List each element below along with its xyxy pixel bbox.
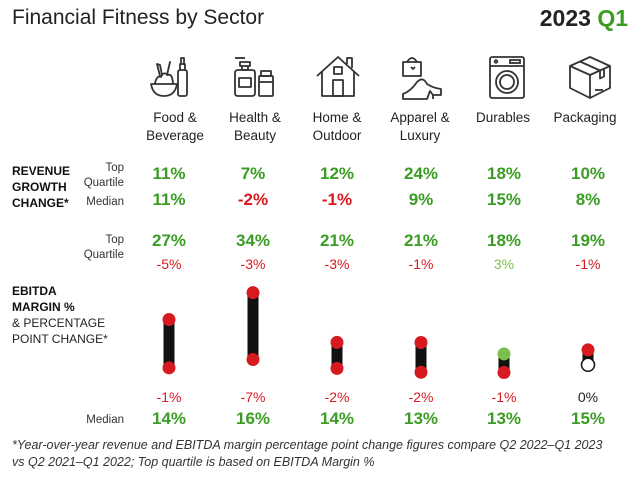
sector-name: Food & Beverage bbox=[146, 110, 204, 143]
value-cell: -2% bbox=[237, 190, 269, 209]
ebitda-margin-label: EBITDA MARGIN % bbox=[12, 284, 75, 314]
value-cell: 18% bbox=[486, 231, 522, 250]
value-cell: 12% bbox=[319, 164, 355, 183]
value-cell: 15% bbox=[486, 190, 522, 209]
value-cell: 34% bbox=[235, 231, 271, 250]
packaging-icon bbox=[569, 56, 611, 99]
value-cell: 14% bbox=[151, 409, 187, 428]
change-cell: -3% bbox=[324, 256, 350, 272]
dumbbell-top-dot bbox=[246, 286, 260, 300]
median-label: Median bbox=[86, 414, 124, 426]
sector-name: Apparel & Luxury bbox=[390, 110, 450, 143]
period-label: 2023 Q1 bbox=[540, 5, 628, 32]
dumbbell-median-dot bbox=[580, 357, 596, 373]
median-label: Median bbox=[86, 196, 124, 208]
sector-name: Durables bbox=[475, 110, 531, 125]
value-cell: 14% bbox=[319, 409, 355, 428]
dumbbell-median-dot bbox=[330, 361, 344, 375]
dumbbell-top-dot bbox=[581, 343, 595, 357]
change-cell: -2% bbox=[408, 389, 434, 405]
food-beverage-icon bbox=[150, 57, 188, 97]
value-cell: 13% bbox=[403, 409, 439, 428]
change-cell: -2% bbox=[324, 389, 350, 405]
value-cell: 13% bbox=[486, 409, 522, 428]
period-year: 2023 bbox=[539, 5, 591, 31]
value-cell: -1% bbox=[321, 190, 353, 209]
change-cell: -3% bbox=[240, 256, 266, 272]
ebitda-margin-sublabel: & PERCENTAGE POINT CHANGE* bbox=[12, 316, 108, 346]
value-cell: 10% bbox=[570, 164, 606, 183]
dumbbell-top-dot bbox=[330, 335, 344, 349]
value-cell: 24% bbox=[403, 164, 439, 183]
dumbbell-top-dot bbox=[497, 347, 511, 361]
top-quartile-label: Top Quartile bbox=[83, 234, 124, 261]
change-cell: -1% bbox=[575, 256, 601, 272]
value-cell: 8% bbox=[575, 190, 601, 209]
value-cell: 18% bbox=[486, 164, 522, 183]
change-cell: 3% bbox=[493, 256, 515, 272]
value-cell: 19% bbox=[570, 231, 606, 250]
value-cell: 21% bbox=[403, 231, 439, 250]
home-outdoor-icon bbox=[316, 56, 360, 97]
value-cell: 16% bbox=[235, 409, 271, 428]
footnote: *Year-over-year revenue and EBITDA margi… bbox=[12, 438, 603, 469]
dumbbell-median-dot bbox=[497, 366, 511, 380]
sector-name: Home & Outdoor bbox=[312, 110, 362, 143]
dumbbell-top-dot bbox=[162, 313, 176, 327]
value-cell: 21% bbox=[319, 231, 355, 250]
apparel-luxury-icon bbox=[402, 57, 442, 100]
dumbbell-median-dot bbox=[162, 361, 176, 375]
value-cell: 7% bbox=[240, 164, 266, 183]
change-cell: -5% bbox=[156, 256, 182, 272]
value-cell: 11% bbox=[152, 190, 186, 209]
change-cell: 0% bbox=[577, 389, 599, 405]
period-quarter: Q1 bbox=[597, 5, 628, 31]
change-cell: -7% bbox=[240, 389, 266, 405]
durables-icon bbox=[489, 56, 525, 99]
sector-name: Packaging bbox=[553, 110, 617, 125]
change-cell: -1% bbox=[156, 389, 182, 405]
sector-name: Health & Beauty bbox=[229, 110, 281, 143]
top-quartile-label: Top Quartile bbox=[83, 162, 124, 189]
value-cell: 9% bbox=[408, 190, 434, 209]
dumbbell-median-dot bbox=[246, 353, 260, 367]
chart-title: Financial Fitness by Sector bbox=[12, 6, 265, 29]
change-cell: -1% bbox=[408, 256, 434, 272]
change-cell: -1% bbox=[491, 389, 517, 405]
value-cell: 11% bbox=[152, 164, 186, 183]
health-beauty-icon bbox=[234, 57, 274, 97]
revenue-growth-label: REVENUE GROWTH CHANGE* bbox=[12, 164, 71, 210]
value-cell: 27% bbox=[151, 231, 187, 250]
dumbbell-top-dot bbox=[414, 336, 428, 350]
value-cell: 15% bbox=[570, 409, 606, 428]
dumbbell-median-dot bbox=[414, 365, 428, 379]
